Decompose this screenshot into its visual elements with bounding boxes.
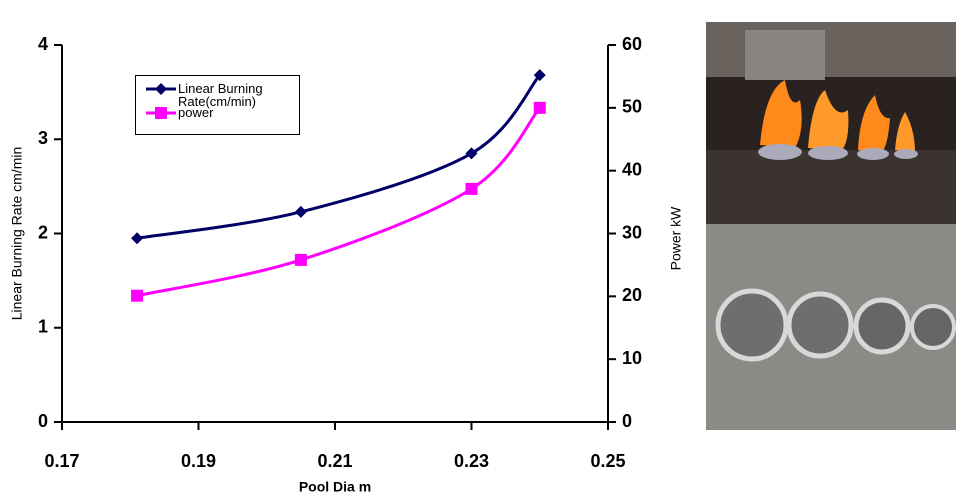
legend-swatch (146, 107, 176, 119)
point (294, 253, 307, 266)
point (465, 182, 478, 195)
series-line (136, 106, 541, 298)
legend-marker (155, 83, 167, 95)
legend-marker (155, 107, 167, 119)
legend: Linear Burning Rate(cm/min) power (135, 75, 300, 135)
y-tick-label: 0 (38, 411, 48, 431)
y2-tick-label: 0 (622, 411, 632, 431)
legend-entry: power (144, 106, 288, 120)
x-tick-label: 0.17 (44, 451, 79, 471)
point (131, 232, 144, 245)
series-line (136, 74, 541, 240)
y2-tick-label: 50 (622, 97, 642, 117)
y-tick-label: 3 (38, 128, 48, 148)
y2-tick-label: 20 (622, 285, 642, 305)
x-tick-label: 0.19 (181, 451, 216, 471)
y-tick-label: 2 (38, 222, 48, 242)
y2-tick-label: 10 (622, 348, 642, 368)
point (465, 147, 478, 160)
y2-axis-label: Power kW (668, 206, 684, 271)
legend-label: Linear Burning Rate(cm/min) (178, 81, 263, 109)
y-tick-label: 4 (38, 34, 48, 54)
y2-tick-label: 40 (622, 159, 642, 179)
x-tick-label: 0.23 (454, 451, 489, 471)
point (533, 69, 546, 82)
legend-label: power (178, 105, 214, 120)
x-tick-label: 0.25 (590, 451, 625, 471)
y-tick-label: 1 (38, 317, 48, 337)
x-axis-label: Pool Dia m (299, 479, 371, 495)
legend-swatch (146, 83, 176, 95)
x-tick-label: 0.21 (317, 451, 352, 471)
y-axis-label: Linear Burning Rate cm/min (9, 147, 25, 321)
point (294, 205, 307, 218)
y2-tick-label: 30 (622, 222, 642, 242)
y2-tick-label: 60 (622, 34, 642, 54)
legend-entry: Linear Burning Rate(cm/min) (144, 82, 288, 108)
point (131, 289, 144, 302)
photo (706, 22, 956, 430)
point (533, 101, 546, 114)
